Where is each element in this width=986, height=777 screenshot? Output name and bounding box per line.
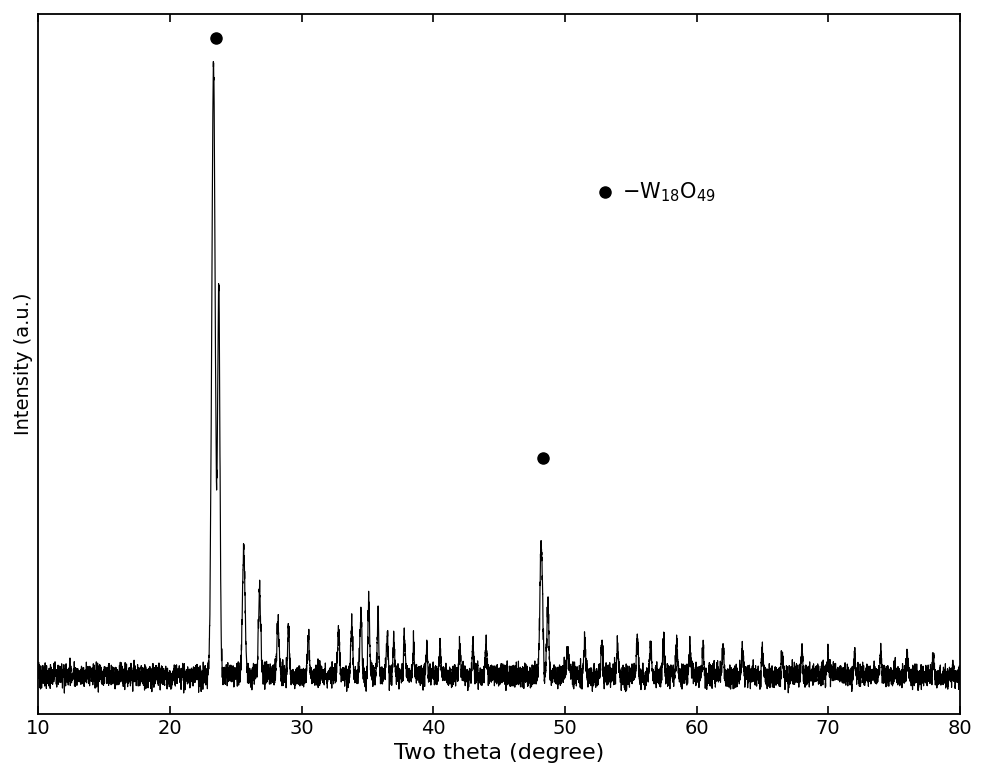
Y-axis label: Intensity (a.u.): Intensity (a.u.) <box>14 293 33 435</box>
Text: $-$W$_{18}$O$_{49}$: $-$W$_{18}$O$_{49}$ <box>621 180 716 204</box>
X-axis label: Two theta (degree): Two theta (degree) <box>394 743 604 763</box>
